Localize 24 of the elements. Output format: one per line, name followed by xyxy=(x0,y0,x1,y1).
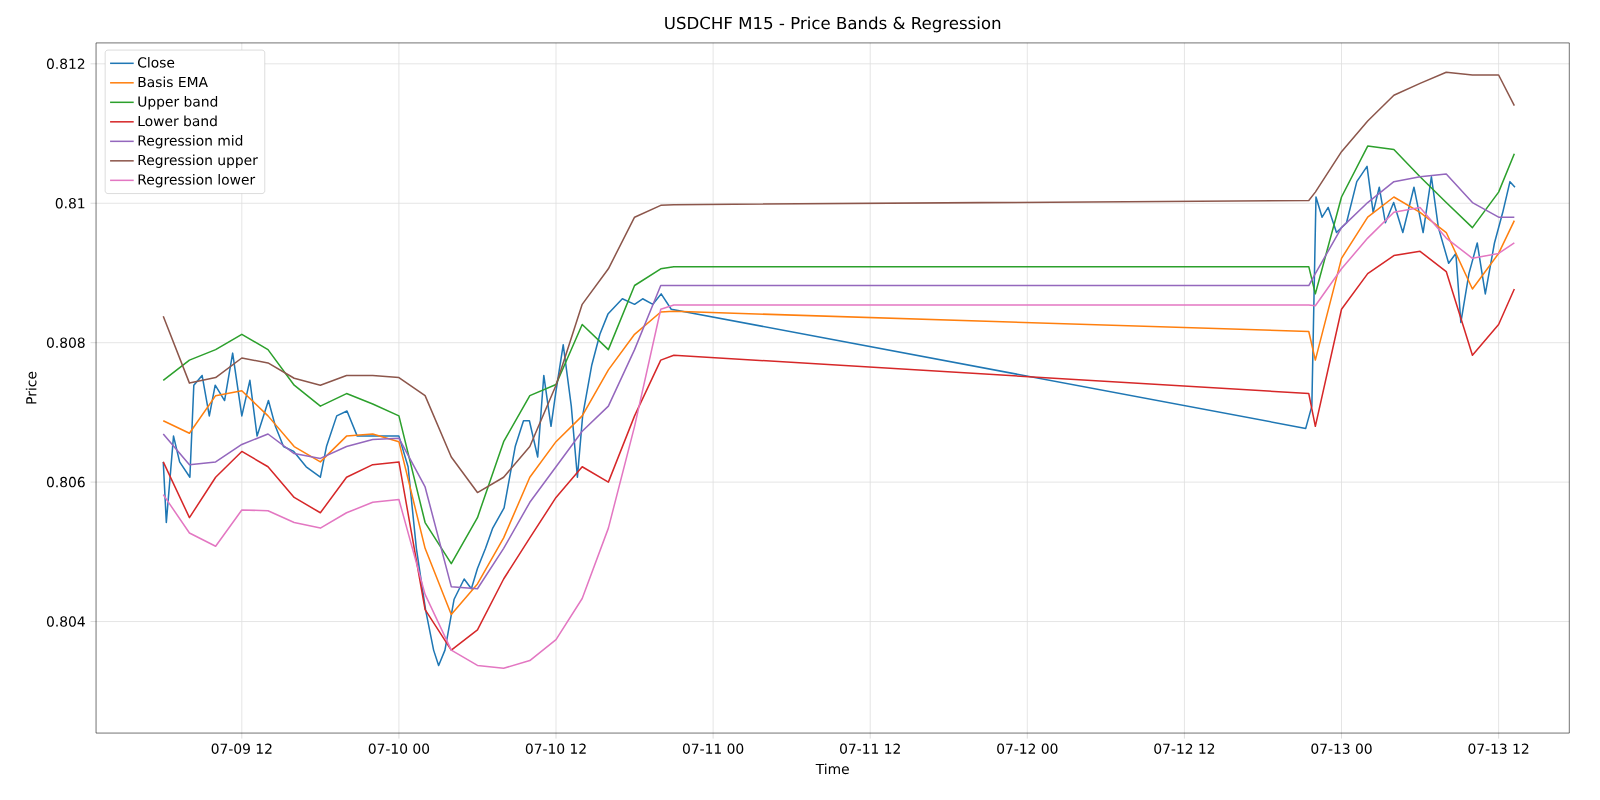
legend-label: Regression lower xyxy=(138,174,256,188)
x-axis-title: Time xyxy=(815,763,849,775)
y-tick-label: 0.806 xyxy=(46,476,85,488)
legend-label: Regression mid xyxy=(138,135,243,149)
x-tick-label: 07-09 12 xyxy=(211,743,272,754)
legend-label: Regression upper xyxy=(138,154,258,168)
legend-label: Close xyxy=(138,57,175,68)
legend-label: Lower band xyxy=(138,115,217,127)
y-axis-title: Price xyxy=(25,371,37,404)
y-tick-label: 0.812 xyxy=(46,58,85,70)
legend-label: Upper band xyxy=(138,96,218,110)
legend-label: Basis EMA xyxy=(138,76,208,88)
x-tick-label: 07-13 00 xyxy=(1311,743,1372,754)
x-tick-label: 07-12 12 xyxy=(1154,743,1215,754)
x-tick-label: 07-11 00 xyxy=(682,743,744,754)
x-tick-label: 07-13 12 xyxy=(1468,743,1529,754)
y-tick-label: 0.81 xyxy=(55,198,85,209)
x-tick-label: 07-10 12 xyxy=(525,743,586,754)
y-tick-label: 0.808 xyxy=(46,337,85,348)
x-tick-label: 07-10 00 xyxy=(368,743,430,754)
y-tick-label: 0.804 xyxy=(46,616,85,627)
chart-title: USDCHF M15 - Price Bands & Regression xyxy=(665,16,1001,33)
x-tick-label: 07-11 12 xyxy=(840,743,900,754)
x-tick-label: 07-12 00 xyxy=(997,743,1058,754)
